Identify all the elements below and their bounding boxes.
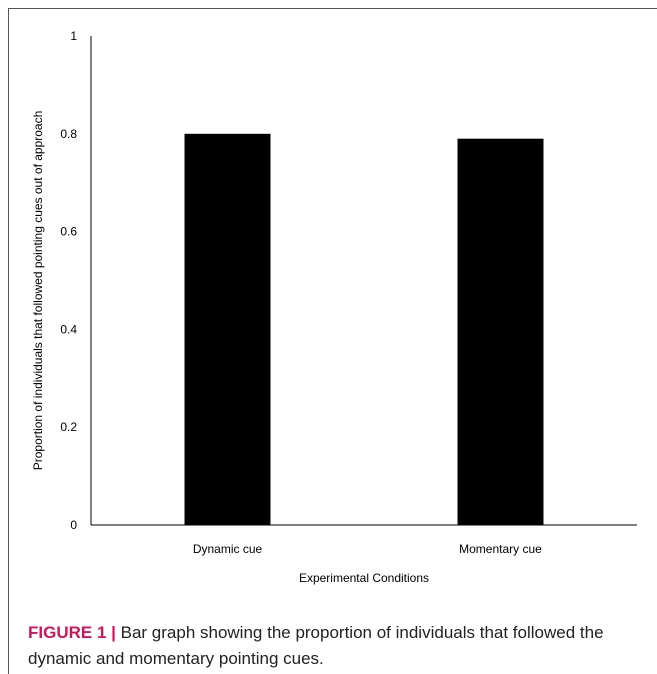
bar-chart: 00.20.40.60.81 Dynamic cue Momentary cue … <box>31 29 637 585</box>
y-axis: 0 0.2 0.4 0.6 0.8 1 <box>60 29 92 532</box>
figure-caption: FIGURE 1 | Bar graph showing the proport… <box>28 620 643 672</box>
bars <box>184 133 544 526</box>
figure-frame <box>8 8 657 674</box>
caption-text: Bar graph showing the proportion of indi… <box>28 623 604 668</box>
y-tick-label: 0.4 <box>60 322 77 336</box>
bar-momentary-cue <box>457 138 544 525</box>
x-tick-label: Dynamic cue <box>193 542 263 556</box>
y-axis-title: Proportion of individuals that followed … <box>31 111 45 471</box>
caption-label: FIGURE 1 | <box>28 623 116 642</box>
y-ticks: 0 0.2 0.4 0.6 0.8 1 <box>60 29 77 532</box>
x-tick-labels: Dynamic cue Momentary cue <box>193 542 542 556</box>
y-tick-label: 0.2 <box>60 420 77 434</box>
y-tick-label: 0 <box>70 518 77 532</box>
x-axis-title: Experimental Conditions <box>299 571 429 585</box>
y-tick-label: 0.6 <box>60 225 77 239</box>
y-tick-label: 0.8 <box>60 127 77 141</box>
y-tick-label: 1 <box>70 29 77 43</box>
x-tick-label: Momentary cue <box>459 542 542 556</box>
bar-dynamic-cue <box>184 133 271 526</box>
x-axis: Dynamic cue Momentary cue <box>91 524 637 556</box>
